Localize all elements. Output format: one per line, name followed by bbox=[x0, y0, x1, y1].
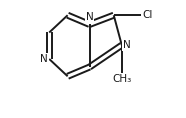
Text: N: N bbox=[123, 40, 131, 50]
Text: CH₃: CH₃ bbox=[112, 74, 132, 84]
Text: N: N bbox=[86, 12, 93, 22]
Text: Cl: Cl bbox=[142, 10, 153, 20]
Text: N: N bbox=[40, 54, 48, 64]
